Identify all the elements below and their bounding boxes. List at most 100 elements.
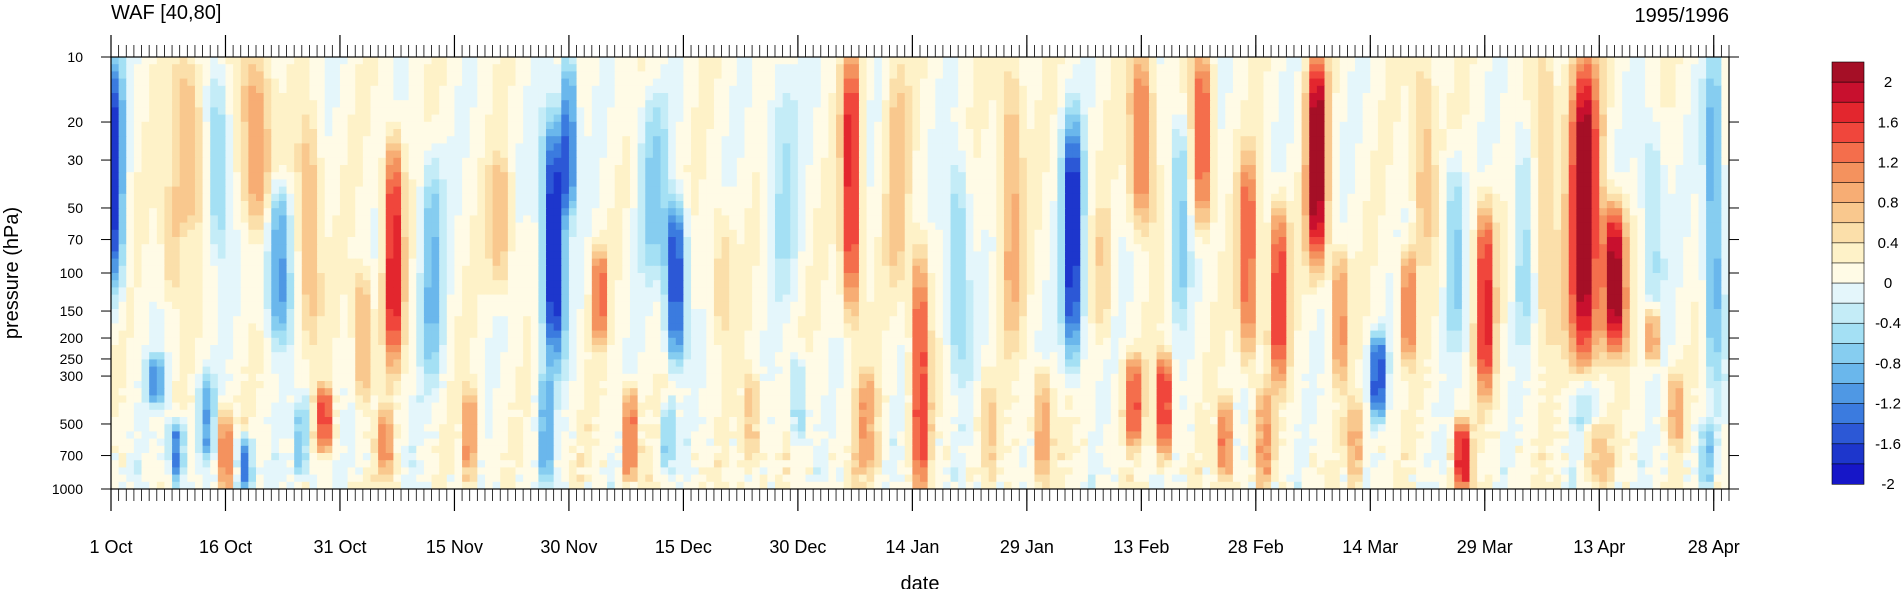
field-cell [1629, 215, 1639, 224]
field-cell [401, 150, 410, 159]
field-cell [767, 114, 776, 123]
field-cell [1347, 64, 1356, 72]
field-cell [1156, 215, 1165, 224]
field-cell [347, 57, 356, 65]
field-cell [1416, 201, 1425, 209]
field-cell [1332, 208, 1341, 216]
field-cell [1706, 179, 1715, 188]
field-cell [1591, 201, 1600, 209]
field-cell [843, 222, 852, 231]
field-cell [1568, 186, 1577, 195]
field-cell [1187, 193, 1196, 202]
field-cell [942, 157, 952, 166]
field-cell [1309, 186, 1318, 195]
field-cell [813, 222, 822, 231]
field-cell [568, 100, 578, 108]
field-cell [1538, 114, 1547, 123]
field-cell [904, 186, 913, 195]
field-cell [942, 136, 952, 144]
field-cell [1522, 165, 1532, 173]
field-cell [1507, 186, 1516, 195]
field-cell [233, 179, 242, 188]
field-cell [1576, 172, 1585, 180]
field-cell [1072, 78, 1081, 87]
field-cell [691, 100, 700, 108]
field-cell [301, 165, 311, 173]
field-cell [973, 129, 982, 137]
field-cell [332, 121, 341, 130]
field-cell [1026, 114, 1036, 123]
field-cell [1469, 129, 1478, 137]
field-cell [1438, 165, 1448, 173]
field-cell [530, 143, 539, 152]
field-cell [1156, 100, 1165, 108]
field-cell [324, 172, 333, 180]
field-cell [362, 114, 372, 123]
field-cell [1683, 201, 1692, 209]
field-cell [1355, 121, 1364, 130]
field-cell [1568, 129, 1577, 137]
field-cell [1202, 201, 1211, 209]
field-cell [431, 172, 440, 180]
field-cell [881, 78, 891, 87]
field-cell [1057, 121, 1066, 130]
field-cell [774, 150, 784, 159]
field-cell [469, 129, 478, 137]
field-cell [507, 85, 517, 94]
field-cell [920, 136, 929, 144]
field-cell [981, 107, 990, 116]
field-cell [1469, 143, 1478, 152]
field-cell [1698, 85, 1707, 94]
field-cell [607, 215, 616, 224]
field-cell [935, 71, 944, 80]
field-cell [530, 57, 539, 65]
field-cell [1606, 100, 1616, 108]
field-cell [1255, 107, 1265, 116]
field-cell [1469, 100, 1478, 108]
field-cell [1156, 57, 1165, 65]
field-cell [683, 208, 692, 216]
field-cell [1591, 215, 1600, 224]
field-cell [1706, 78, 1715, 87]
field-cell [210, 143, 219, 152]
field-cell [225, 150, 234, 159]
field-cell [248, 193, 257, 202]
field-cell [248, 208, 257, 216]
field-cell [920, 186, 929, 195]
field-cell [698, 57, 707, 65]
field-cell [1438, 136, 1448, 144]
field-cell [1293, 143, 1303, 152]
field-cell [530, 150, 539, 159]
field-cell [149, 57, 158, 65]
field-cell [813, 114, 822, 123]
field-cell [805, 64, 814, 72]
field-cell [1355, 78, 1364, 87]
field-cell [1721, 136, 1729, 144]
field-cell [507, 150, 517, 159]
field-cell [988, 222, 997, 231]
field-cell [347, 121, 356, 130]
field-cell [736, 93, 746, 101]
field-cell [942, 64, 952, 72]
field-cell [1248, 172, 1257, 180]
field-cell [851, 107, 860, 116]
field-cell [477, 121, 486, 130]
field-cell [301, 100, 311, 108]
field-cell [1446, 179, 1455, 188]
field-cell [1721, 114, 1729, 123]
field-cell [1713, 78, 1722, 87]
field-cell [370, 71, 379, 80]
field-cell [1583, 121, 1593, 130]
field-cell [1309, 193, 1318, 202]
field-cell [370, 121, 379, 130]
field-cell [1652, 136, 1661, 144]
field-cell [836, 71, 845, 80]
field-cell [1423, 165, 1432, 173]
field-cell [1370, 71, 1379, 80]
field-cell [431, 186, 440, 195]
field-cell [1438, 186, 1448, 195]
field-cell [1477, 208, 1486, 216]
field-cell [156, 129, 166, 137]
field-cell [996, 85, 1005, 94]
field-cell [782, 93, 791, 101]
